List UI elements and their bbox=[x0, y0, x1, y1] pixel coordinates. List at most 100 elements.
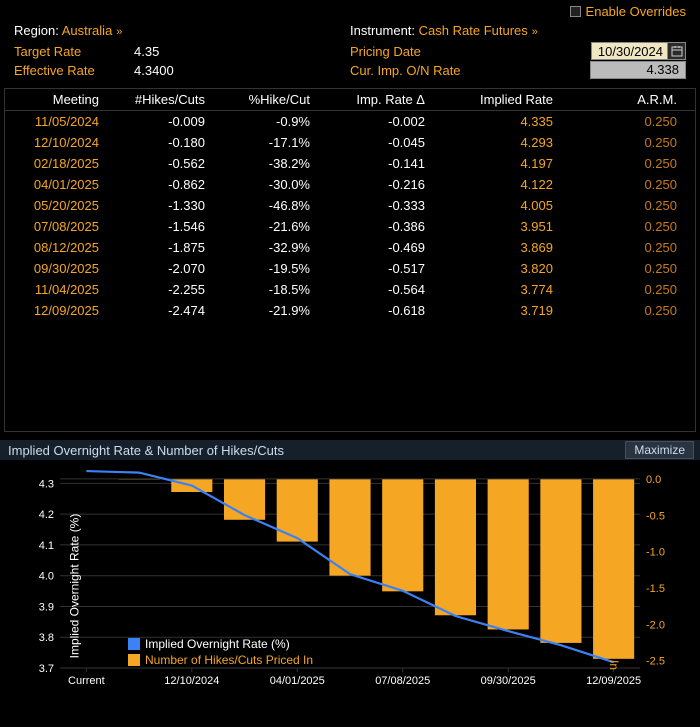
pricing-date-label: Pricing Date bbox=[350, 42, 505, 61]
table-cell: -18.5% bbox=[213, 282, 318, 297]
effective-rate-label: Effective Rate bbox=[14, 61, 134, 80]
pricing-date-value: 10/30/2024 bbox=[598, 42, 667, 61]
calendar-icon[interactable] bbox=[667, 43, 685, 59]
instrument-label: Instrument: Cash Rate Futures» bbox=[350, 21, 538, 42]
rates-table: Meeting #Hikes/Cuts %Hike/Cut Imp. Rate … bbox=[4, 88, 696, 432]
table-cell: 0.250 bbox=[561, 240, 695, 255]
table-cell: -21.9% bbox=[213, 303, 318, 318]
table-cell: 0.250 bbox=[561, 156, 695, 171]
svg-text:12/09/2025: 12/09/2025 bbox=[586, 675, 641, 687]
col-arm[interactable]: A.R.M. bbox=[561, 89, 695, 110]
table-cell: 09/30/2025 bbox=[5, 261, 107, 276]
checkbox-enable-overrides[interactable] bbox=[570, 6, 581, 17]
table-cell: 12/10/2024 bbox=[5, 135, 107, 150]
table-cell: 4.122 bbox=[433, 177, 561, 192]
table-cell: 4.335 bbox=[433, 114, 561, 129]
table-cell: 3.719 bbox=[433, 303, 561, 318]
table-cell: 11/05/2024 bbox=[5, 114, 107, 129]
table-cell: -1.330 bbox=[107, 198, 213, 213]
table-cell: 3.869 bbox=[433, 240, 561, 255]
pricing-date-field[interactable]: 10/30/2024 bbox=[591, 42, 686, 60]
svg-text:Current: Current bbox=[68, 675, 105, 687]
region-row[interactable]: Region: Australia» bbox=[14, 21, 350, 42]
table-cell: 11/04/2025 bbox=[5, 282, 107, 297]
cur-imp-value[interactable]: 4.338 bbox=[590, 61, 686, 79]
maximize-button[interactable]: Maximize bbox=[625, 441, 694, 459]
col-delta[interactable]: Imp. Rate Δ bbox=[318, 89, 433, 110]
table-cell: -21.6% bbox=[213, 219, 318, 234]
table-cell: 0.250 bbox=[561, 261, 695, 276]
svg-text:3.9: 3.9 bbox=[39, 601, 54, 613]
col-meeting[interactable]: Meeting bbox=[5, 89, 107, 110]
table-row[interactable]: 07/08/2025-1.546-21.6%-0.3863.9510.250 bbox=[5, 216, 695, 237]
table-cell: 0.250 bbox=[561, 114, 695, 129]
table-cell: 3.774 bbox=[433, 282, 561, 297]
table-cell: -17.1% bbox=[213, 135, 318, 150]
table-row[interactable]: 11/05/2024-0.009-0.9%-0.0024.3350.250 bbox=[5, 111, 695, 132]
table-row[interactable]: 08/12/2025-1.875-32.9%-0.4693.8690.250 bbox=[5, 237, 695, 258]
table-row[interactable]: 09/30/2025-2.070-19.5%-0.5173.8200.250 bbox=[5, 258, 695, 279]
table-cell: -2.255 bbox=[107, 282, 213, 297]
table-cell: 0.250 bbox=[561, 198, 695, 213]
table-cell: 4.005 bbox=[433, 198, 561, 213]
svg-text:12/10/2024: 12/10/2024 bbox=[164, 675, 219, 687]
effective-rate-value: 4.3400 bbox=[134, 61, 174, 80]
chevron-right-icon: » bbox=[112, 26, 122, 38]
svg-text:4.2: 4.2 bbox=[39, 509, 54, 521]
svg-text:07/08/2025: 07/08/2025 bbox=[375, 675, 430, 687]
legend-line-label: Implied Overnight Rate (%) bbox=[145, 636, 290, 652]
table-cell: -0.216 bbox=[318, 177, 433, 192]
table-row[interactable]: 12/10/2024-0.180-17.1%-0.0454.2930.250 bbox=[5, 132, 695, 153]
table-cell: -0.180 bbox=[107, 135, 213, 150]
table-cell: -32.9% bbox=[213, 240, 318, 255]
target-rate-label: Target Rate bbox=[14, 42, 134, 61]
svg-text:-1.0: -1.0 bbox=[646, 547, 665, 559]
table-cell: 12/09/2025 bbox=[5, 303, 107, 318]
svg-text:4.1: 4.1 bbox=[39, 540, 54, 552]
table-row[interactable]: 02/18/2025-0.562-38.2%-0.1414.1970.250 bbox=[5, 153, 695, 174]
target-rate-value: 4.35 bbox=[134, 42, 159, 61]
table-cell: -38.2% bbox=[213, 156, 318, 171]
chart-area[interactable]: Implied Overnight Rate (%) Number of Hik… bbox=[0, 460, 700, 712]
table-cell: 08/12/2025 bbox=[5, 240, 107, 255]
table-row[interactable]: 11/04/2025-2.255-18.5%-0.5643.7740.250 bbox=[5, 279, 695, 300]
table-cell: 07/08/2025 bbox=[5, 219, 107, 234]
instrument-row[interactable]: Instrument: Cash Rate Futures» bbox=[350, 21, 686, 42]
col-implied[interactable]: Implied Rate bbox=[433, 89, 561, 110]
chevron-right-icon: » bbox=[528, 26, 538, 38]
table-cell: -0.009 bbox=[107, 114, 213, 129]
table-cell: -30.0% bbox=[213, 177, 318, 192]
table-cell: 4.197 bbox=[433, 156, 561, 171]
svg-text:-0.5: -0.5 bbox=[646, 510, 665, 522]
svg-text:04/01/2025: 04/01/2025 bbox=[270, 675, 325, 687]
table-row[interactable]: 05/20/2025-1.330-46.8%-0.3334.0050.250 bbox=[5, 195, 695, 216]
table-cell: 0.250 bbox=[561, 303, 695, 318]
table-cell: -2.474 bbox=[107, 303, 213, 318]
svg-text:09/30/2025: 09/30/2025 bbox=[481, 675, 536, 687]
table-cell: 05/20/2025 bbox=[5, 198, 107, 213]
table-cell: -0.862 bbox=[107, 177, 213, 192]
table-cell: -0.333 bbox=[318, 198, 433, 213]
svg-text:4.3: 4.3 bbox=[39, 478, 54, 490]
legend-bar-label: Number of Hikes/Cuts Priced In bbox=[145, 652, 313, 668]
table-cell: 02/18/2025 bbox=[5, 156, 107, 171]
region-label: Region: Australia» bbox=[14, 21, 134, 42]
table-cell: -0.045 bbox=[318, 135, 433, 150]
enable-overrides-label[interactable]: Enable Overrides bbox=[586, 4, 686, 19]
svg-text:-1.5: -1.5 bbox=[646, 583, 665, 595]
table-cell: 3.951 bbox=[433, 219, 561, 234]
table-cell: -1.546 bbox=[107, 219, 213, 234]
col-hikes-cuts[interactable]: #Hikes/Cuts bbox=[107, 89, 213, 110]
y-right-axis-label: Number of Hikes/Cuts Priced In bbox=[607, 502, 621, 670]
table-cell: 0.250 bbox=[561, 282, 695, 297]
table-row[interactable]: 04/01/2025-0.862-30.0%-0.2164.1220.250 bbox=[5, 174, 695, 195]
col-pct[interactable]: %Hike/Cut bbox=[213, 89, 318, 110]
table-cell: -0.469 bbox=[318, 240, 433, 255]
table-cell: -0.517 bbox=[318, 261, 433, 276]
table-row[interactable]: 12/09/2025-2.474-21.9%-0.6183.7190.250 bbox=[5, 300, 695, 321]
chart-title: Implied Overnight Rate & Number of Hikes… bbox=[8, 443, 284, 458]
table-cell: -19.5% bbox=[213, 261, 318, 276]
table-cell: -0.386 bbox=[318, 219, 433, 234]
chart-legend: Implied Overnight Rate (%) Number of Hik… bbox=[128, 636, 313, 668]
y-left-axis-label: Implied Overnight Rate (%) bbox=[67, 514, 81, 659]
